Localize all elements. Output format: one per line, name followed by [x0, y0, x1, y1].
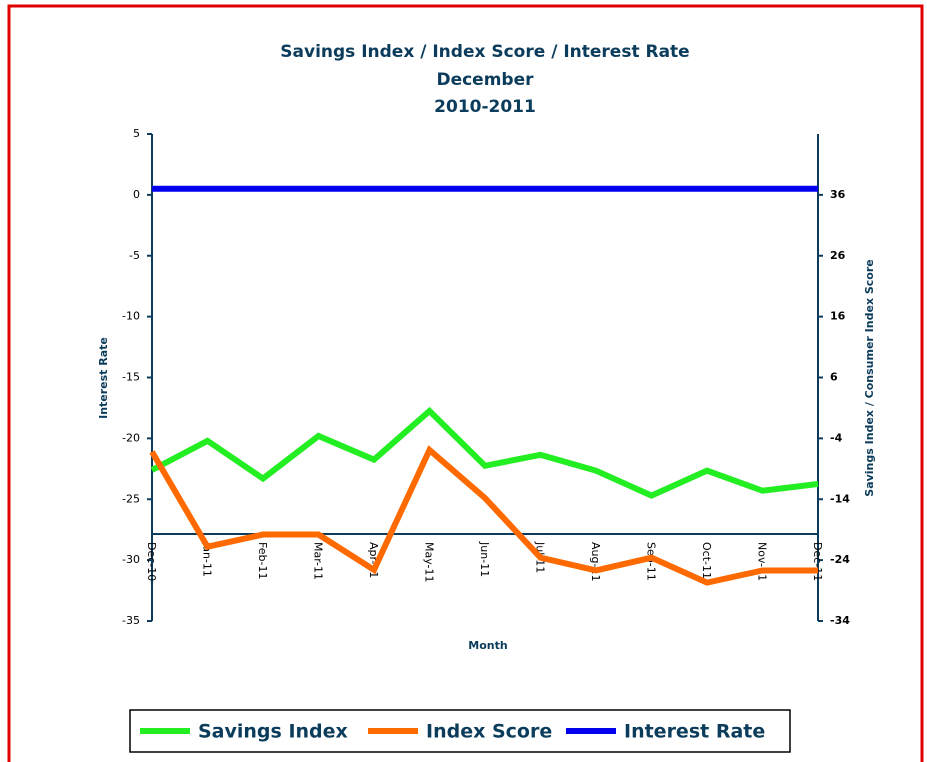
series-line — [149, 445, 818, 586]
y-tick-label: -25 — [122, 492, 140, 505]
x-tick-label: Jun-11 — [478, 541, 491, 577]
x-axis-title: Month — [468, 639, 507, 652]
y2-tick-label: 36 — [830, 188, 846, 201]
x-tick-label: Jan-11 — [201, 541, 214, 577]
y2-tick-label: 26 — [830, 249, 846, 262]
x-tick-label: Mar-11 — [312, 542, 325, 580]
y-axis-title: Interest Rate — [97, 337, 110, 419]
legend-label: Savings Index — [198, 721, 348, 743]
chart-subtitle: 2010-2011 — [434, 97, 536, 117]
x-tick-label: Dec-10 — [145, 542, 158, 581]
legend-label: Index Score — [426, 721, 552, 743]
y-tick-label: -15 — [122, 371, 140, 384]
x-tick-label: Dec-11 — [811, 542, 824, 581]
y2-tick-label: -34 — [830, 614, 850, 627]
y2-tick-label: -24 — [830, 553, 850, 566]
y-tick-label: -5 — [129, 249, 140, 262]
chart-title: Savings Index / Index Score / Interest R… — [280, 42, 689, 62]
x-tick-label: May-11 — [423, 542, 436, 583]
frame — [7, 4, 924, 762]
y-tick-label: 5 — [133, 127, 140, 140]
y-tick-label: -20 — [122, 431, 140, 444]
x-tick-label: Aug-11 — [589, 542, 602, 581]
y2-tick-label: -14 — [830, 492, 850, 505]
y-tick-label: 0 — [133, 188, 140, 201]
series-line — [150, 406, 819, 499]
legend — [129, 709, 791, 753]
y2-axis-title: Savings Index / Consumer Index Score — [863, 259, 876, 496]
legend-label: Interest Rate — [624, 721, 765, 743]
y2-tick-label: 16 — [830, 310, 846, 323]
x-tick-label: Oct-11 — [700, 542, 713, 579]
y-tick-label: -35 — [122, 614, 140, 627]
y-tick-label: -30 — [122, 553, 140, 566]
y2-tick-label: 6 — [830, 371, 838, 384]
x-tick-label: Nov-11 — [756, 542, 769, 581]
y-tick-label: -10 — [122, 310, 140, 323]
chart-subtitle: December — [436, 70, 534, 90]
y2-tick-label: -4 — [830, 431, 843, 444]
x-tick-label: Feb-11 — [256, 542, 269, 579]
x-tick-label: Sep-11 — [645, 542, 658, 581]
